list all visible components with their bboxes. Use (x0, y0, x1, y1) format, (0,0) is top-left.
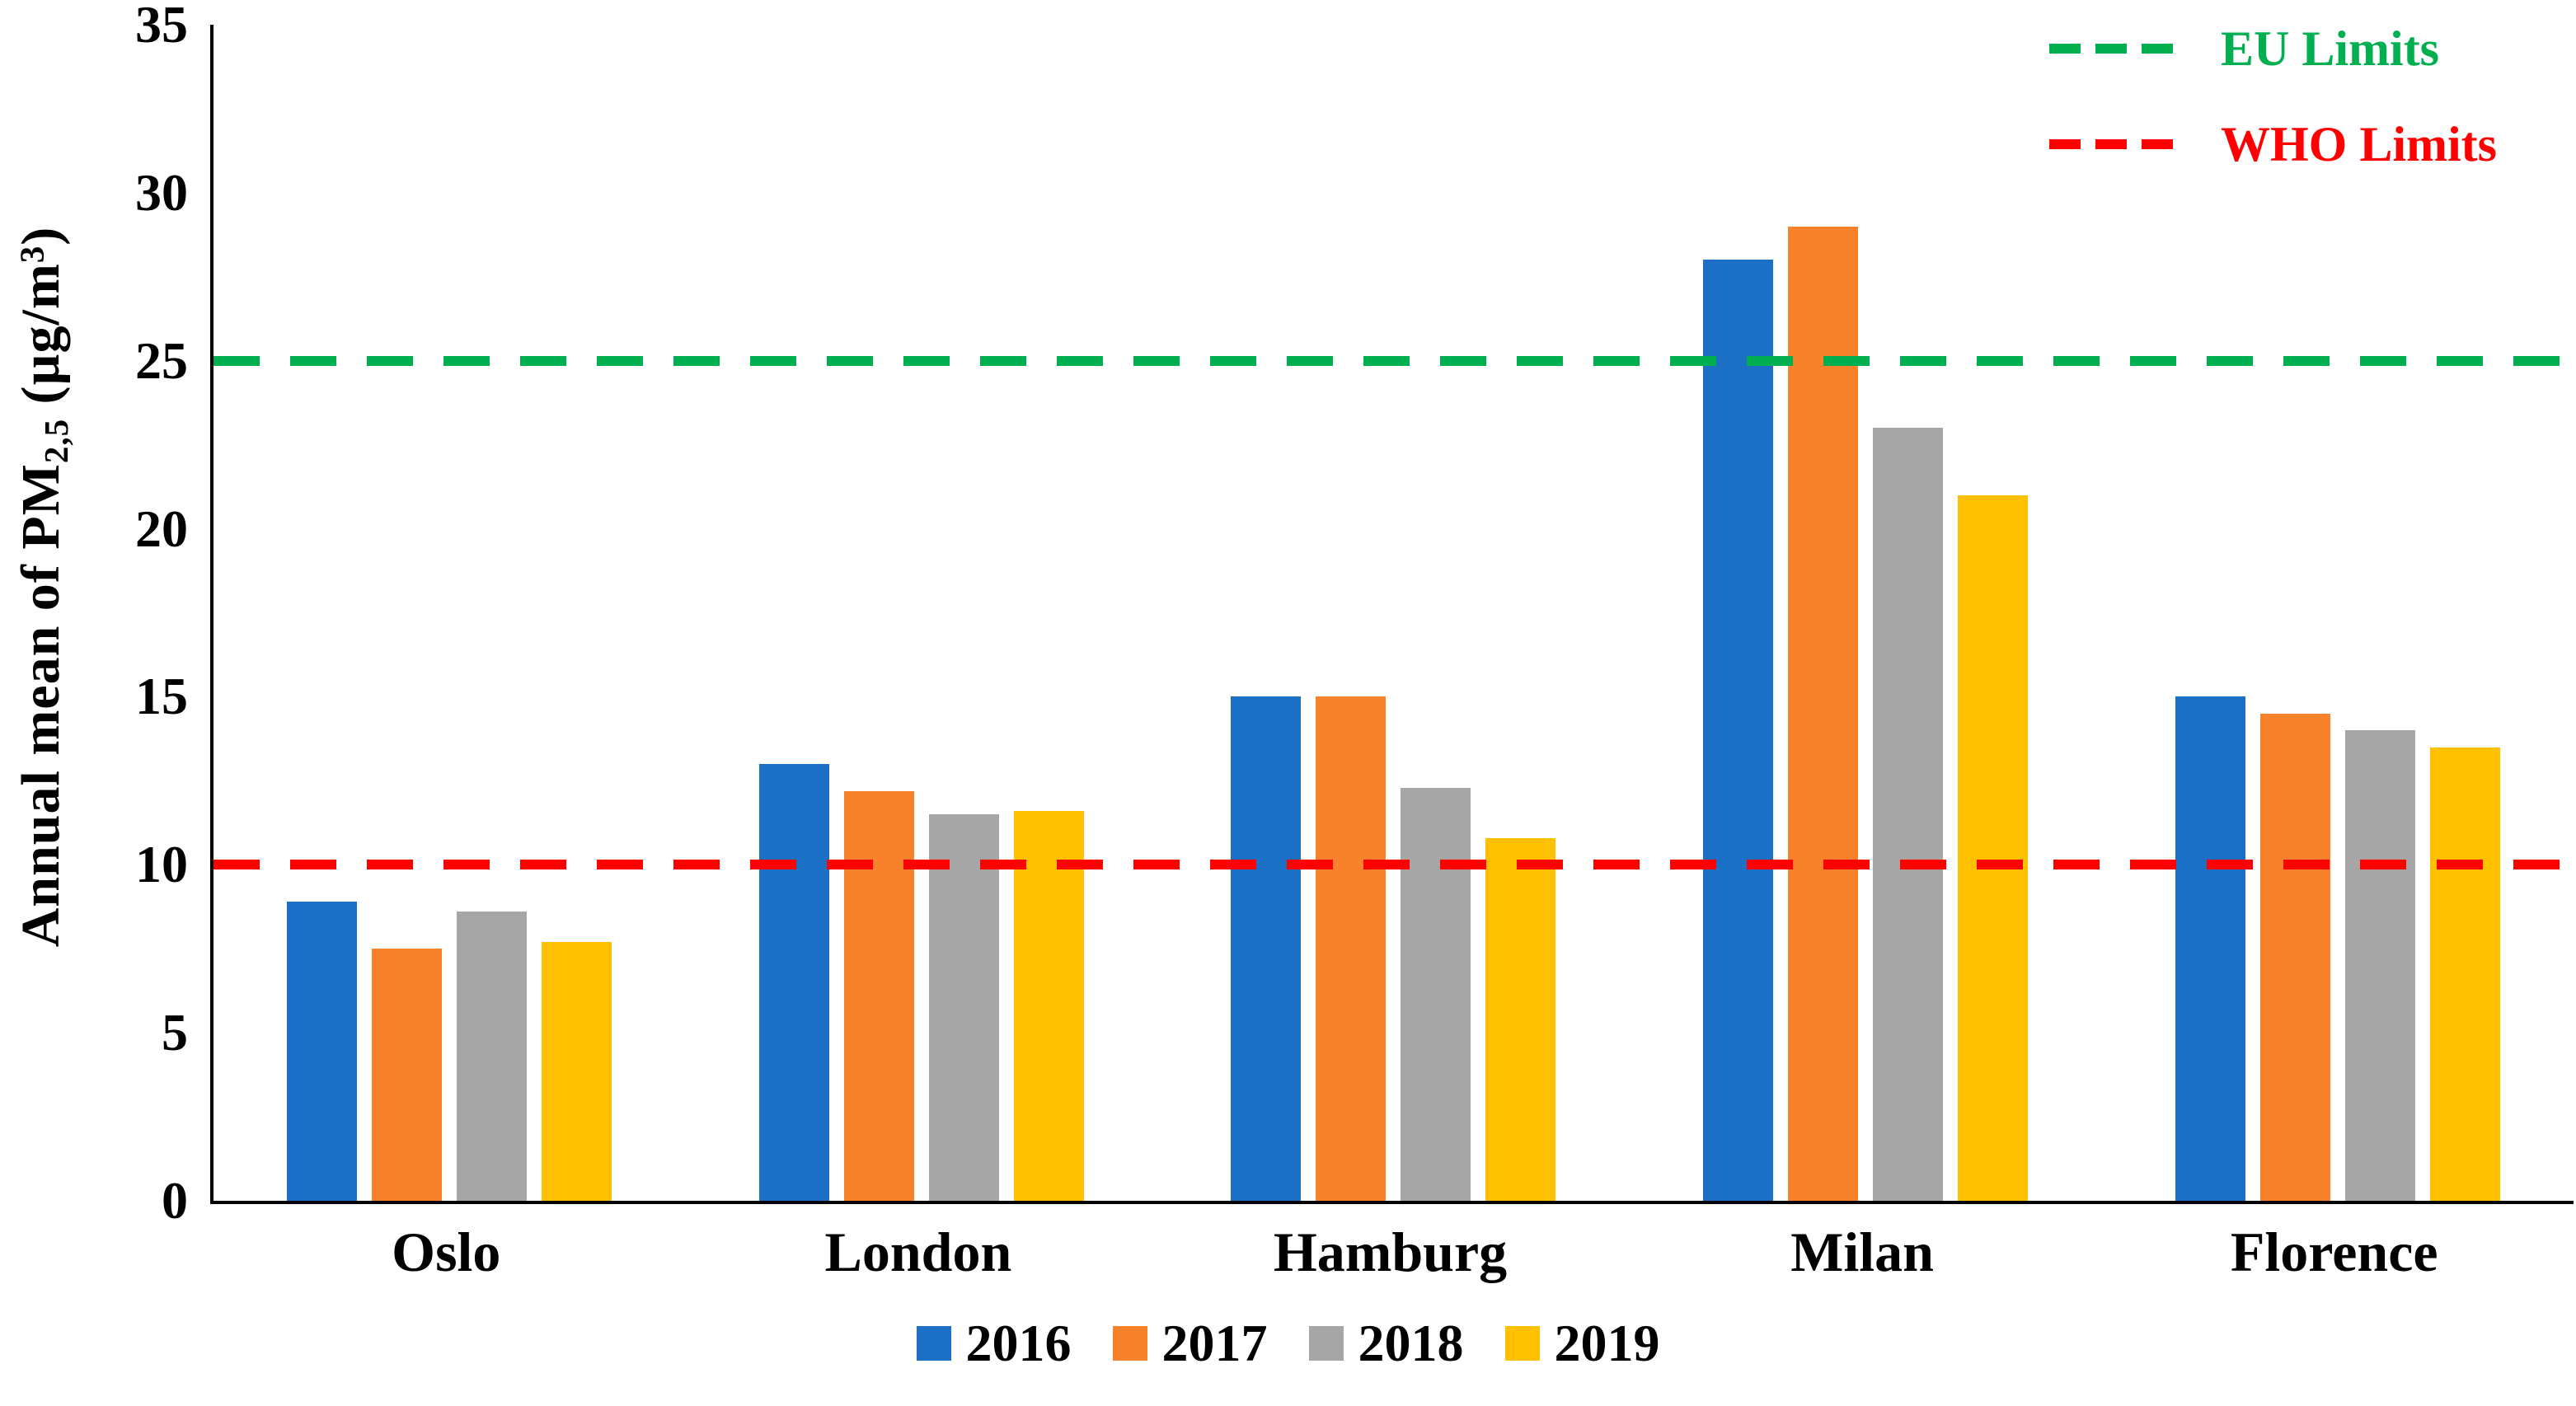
x-label-london: London (824, 1221, 1012, 1283)
year-series-legend: 2016 2017 2018 2019 (916, 1314, 1660, 1372)
bar-london-2017 (843, 790, 914, 1201)
y-tick-label-30: 30 (135, 162, 188, 222)
bar-oslo-2018 (457, 912, 528, 1201)
x-label-florence: Florence (2230, 1221, 2438, 1283)
y-tick-label-25: 25 (135, 330, 188, 390)
bar-milan-2019 (1958, 494, 2029, 1201)
plot-area (210, 25, 2574, 1204)
legend-item-2018: 2018 (1308, 1314, 1464, 1372)
y-tick-label-20: 20 (135, 499, 188, 558)
y-axis-tick-labels: 0 5 10 15 20 25 30 35 (0, 0, 188, 1406)
bar-group-milan (1630, 25, 2102, 1201)
eu-limits-line (213, 355, 2574, 366)
bar-oslo-2019 (542, 942, 612, 1201)
eu-limit-dash-icon (2049, 44, 2173, 54)
bar-florence-2016 (2175, 696, 2245, 1201)
bar-hamburg-2019 (1485, 837, 1556, 1201)
y-tick-label-10: 10 (135, 835, 188, 894)
bar-london-2018 (928, 814, 999, 1201)
bar-hamburg-2017 (1316, 696, 1387, 1201)
y-tick-label-0: 0 (162, 1171, 188, 1230)
legend-item-2017: 2017 (1112, 1314, 1268, 1372)
legend-item-2019: 2019 (1504, 1314, 1660, 1372)
bar-london-2019 (1013, 811, 1084, 1201)
who-limit-dash-icon (2049, 139, 2173, 149)
bar-group-hamburg (1157, 25, 1630, 1201)
bar-florence-2019 (2429, 747, 2500, 1201)
legend-swatch-2017 (1112, 1326, 1147, 1361)
eu-limit-legend-item: EU Limits (2049, 21, 2497, 76)
bar-group-oslo (213, 25, 686, 1201)
legend-label-2017: 2017 (1161, 1314, 1268, 1372)
who-limit-label: WHO Limits (2221, 117, 2498, 171)
bar-london-2016 (758, 763, 829, 1201)
x-label-hamburg: Hamburg (1273, 1221, 1508, 1283)
x-label-oslo: Oslo (392, 1221, 501, 1283)
bar-group-london (686, 25, 1158, 1201)
y-tick-label-5: 5 (162, 1003, 188, 1062)
legend-swatch-2019 (1504, 1326, 1540, 1361)
bar-florence-2018 (2344, 730, 2415, 1201)
bar-milan-2016 (1703, 260, 1774, 1201)
legend-swatch-2018 (1308, 1326, 1344, 1361)
legend-label-2016: 2016 (965, 1314, 1072, 1372)
bar-group-florence (2101, 25, 2574, 1201)
bar-oslo-2016 (287, 902, 358, 1201)
eu-limit-label: EU Limits (2221, 21, 2440, 76)
bar-oslo-2017 (372, 949, 443, 1201)
limit-lines-legend: EU Limits WHO Limits (2049, 21, 2497, 213)
y-tick-label-35: 35 (135, 0, 188, 54)
bar-milan-2017 (1788, 226, 1859, 1201)
legend-label-2019: 2019 (1554, 1314, 1660, 1372)
who-limits-line (213, 860, 2574, 870)
legend-label-2018: 2018 (1358, 1314, 1464, 1372)
who-limit-legend-item: WHO Limits (2049, 117, 2497, 171)
bar-hamburg-2018 (1401, 787, 1471, 1201)
x-label-milan: Milan (1790, 1221, 1934, 1283)
bar-hamburg-2016 (1231, 696, 1302, 1201)
bar-florence-2017 (2259, 713, 2330, 1201)
y-tick-label-15: 15 (135, 667, 188, 726)
bar-milan-2018 (1873, 428, 1944, 1201)
legend-swatch-2016 (916, 1326, 951, 1361)
legend-item-2016: 2016 (916, 1314, 1072, 1372)
